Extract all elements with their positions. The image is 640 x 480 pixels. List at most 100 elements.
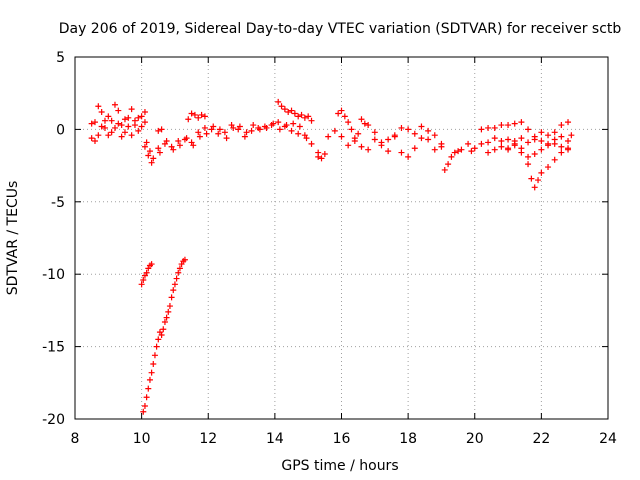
data-point — [565, 145, 572, 152]
data-point — [175, 137, 182, 144]
data-point — [505, 136, 512, 143]
data-point — [195, 114, 202, 121]
data-point — [125, 123, 132, 130]
data-point — [355, 130, 362, 137]
data-point — [105, 132, 112, 139]
data-point — [371, 129, 378, 136]
data-point — [518, 119, 525, 126]
data-point — [191, 111, 198, 118]
data-point — [288, 107, 295, 114]
data-point — [108, 129, 115, 136]
data-point — [145, 152, 152, 159]
data-point — [88, 120, 95, 127]
data-point — [558, 143, 565, 150]
data-point — [176, 265, 183, 272]
data-point — [371, 136, 378, 143]
data-point — [298, 111, 305, 118]
data-point — [551, 156, 558, 163]
data-point — [451, 149, 458, 156]
data-point — [318, 155, 325, 162]
y-tick-label: -5 — [51, 195, 65, 211]
data-point — [445, 161, 452, 168]
data-point — [153, 343, 160, 350]
grid-lines — [75, 57, 608, 419]
data-point — [411, 145, 418, 152]
data-points — [88, 98, 575, 415]
data-point — [143, 394, 150, 401]
data-point — [505, 145, 512, 152]
data-point — [295, 113, 302, 120]
data-point — [128, 106, 135, 113]
data-point — [365, 122, 372, 129]
data-point — [135, 114, 142, 121]
data-point — [448, 153, 455, 160]
data-point — [221, 129, 228, 136]
x-tick-label: 24 — [599, 431, 617, 447]
data-point — [498, 143, 505, 150]
data-point — [398, 124, 405, 131]
data-point — [173, 275, 180, 282]
data-point — [538, 146, 545, 153]
data-point — [455, 148, 462, 155]
data-point — [331, 127, 338, 134]
data-point — [485, 139, 492, 146]
data-point — [188, 110, 195, 117]
x-tick-label: 10 — [133, 431, 151, 447]
data-point — [285, 109, 292, 116]
data-point — [471, 145, 478, 152]
data-point — [275, 98, 282, 105]
data-point — [558, 133, 565, 140]
data-point — [558, 149, 565, 156]
data-point — [365, 146, 372, 153]
data-point — [278, 103, 285, 110]
data-point — [338, 133, 345, 140]
data-point — [405, 153, 412, 160]
plot-frame — [74, 56, 609, 420]
data-point — [125, 114, 132, 121]
data-point — [203, 130, 210, 137]
data-point — [551, 129, 558, 136]
data-point — [111, 101, 118, 108]
data-point — [98, 123, 105, 130]
data-point — [115, 107, 122, 114]
data-point — [91, 119, 98, 126]
data-point — [141, 109, 148, 116]
data-point — [545, 132, 552, 139]
data-point — [485, 124, 492, 131]
data-point — [538, 129, 545, 136]
data-point — [138, 281, 145, 288]
data-point — [345, 142, 352, 149]
data-point — [91, 137, 98, 144]
data-point — [170, 146, 177, 153]
data-point — [175, 269, 182, 276]
data-point — [491, 135, 498, 142]
data-point — [131, 122, 138, 129]
data-point — [385, 136, 392, 143]
data-point — [101, 117, 108, 124]
data-point — [290, 120, 297, 127]
data-point — [198, 111, 205, 118]
x-tick-label: 16 — [333, 431, 351, 447]
data-point — [210, 123, 217, 130]
data-point — [568, 132, 575, 139]
data-point — [491, 124, 498, 131]
data-point — [431, 132, 438, 139]
data-point — [295, 130, 302, 137]
data-point — [345, 119, 352, 126]
data-point — [335, 110, 342, 117]
data-point — [146, 376, 153, 383]
data-point — [195, 129, 202, 136]
data-point — [545, 164, 552, 171]
data-point — [118, 122, 125, 129]
data-point — [156, 149, 163, 156]
data-point — [291, 110, 298, 117]
data-point — [230, 124, 237, 131]
data-point — [145, 385, 152, 392]
data-point — [545, 142, 552, 149]
data-point — [511, 120, 518, 127]
data-point — [163, 137, 170, 144]
data-point — [303, 135, 310, 142]
data-point — [511, 140, 518, 147]
data-point — [391, 132, 398, 139]
